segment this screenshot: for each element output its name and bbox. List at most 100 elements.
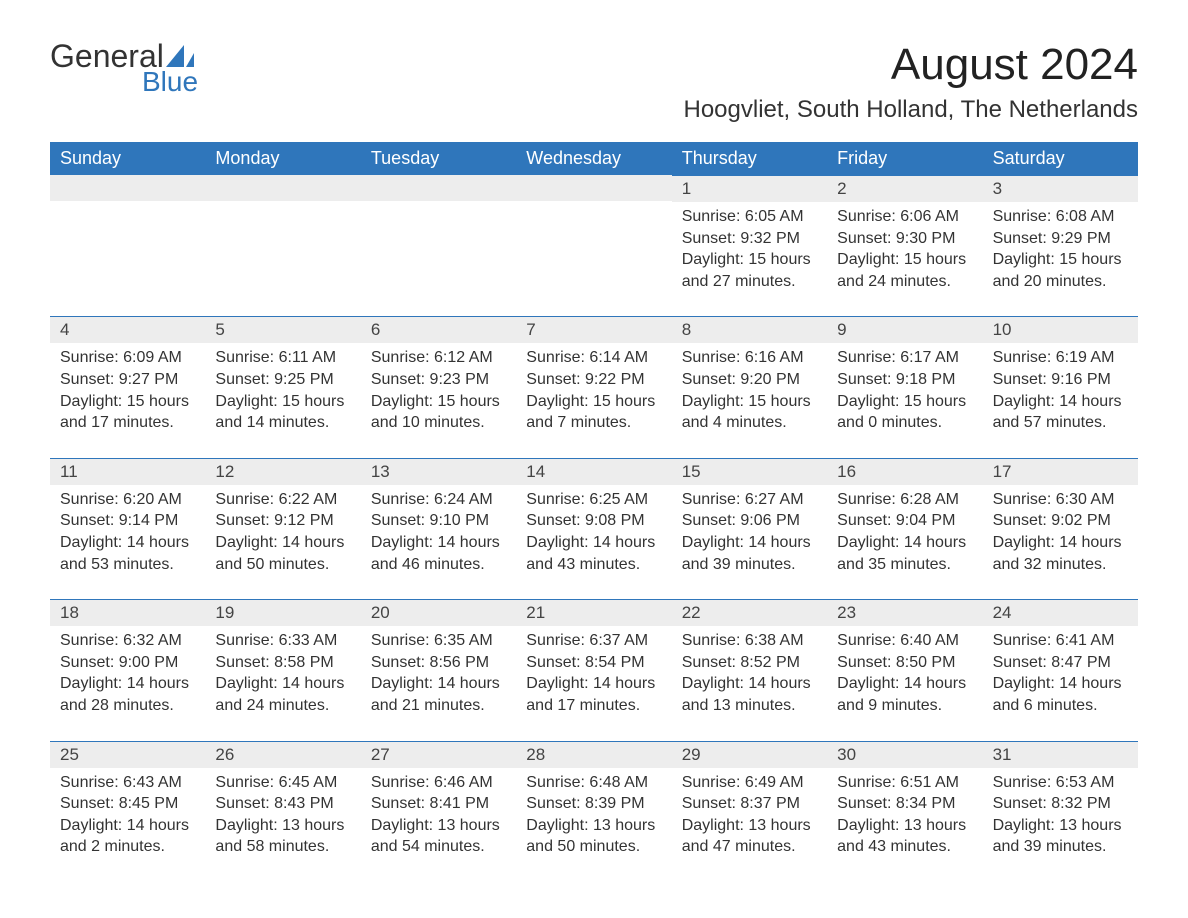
daylight-line2: and 7 minutes. <box>526 412 661 434</box>
daylight-line1: Daylight: 14 hours <box>526 673 661 695</box>
empty-day-bar <box>361 175 516 201</box>
sunrise-line: Sunrise: 6:05 AM <box>682 206 817 228</box>
day-body: Sunrise: 6:11 AMSunset: 9:25 PMDaylight:… <box>205 343 360 439</box>
sunset-line: Sunset: 9:20 PM <box>682 369 817 391</box>
day-number: 16 <box>827 458 982 485</box>
daylight-line2: and 24 minutes. <box>215 695 350 717</box>
day-body: Sunrise: 6:22 AMSunset: 9:12 PMDaylight:… <box>205 485 360 581</box>
day-number: 25 <box>50 741 205 768</box>
day-number: 22 <box>672 599 827 626</box>
sunrise-line: Sunrise: 6:12 AM <box>371 347 506 369</box>
day-body: Sunrise: 6:27 AMSunset: 9:06 PMDaylight:… <box>672 485 827 581</box>
day-cell: 19Sunrise: 6:33 AMSunset: 8:58 PMDayligh… <box>205 599 360 722</box>
day-number: 8 <box>672 316 827 343</box>
day-header-tuesday: Tuesday <box>361 142 516 175</box>
daylight-line1: Daylight: 14 hours <box>682 673 817 695</box>
day-body: Sunrise: 6:24 AMSunset: 9:10 PMDaylight:… <box>361 485 516 581</box>
sunrise-line: Sunrise: 6:40 AM <box>837 630 972 652</box>
day-cell: 15Sunrise: 6:27 AMSunset: 9:06 PMDayligh… <box>672 458 827 581</box>
sunrise-line: Sunrise: 6:51 AM <box>837 772 972 794</box>
day-body: Sunrise: 6:28 AMSunset: 9:04 PMDaylight:… <box>827 485 982 581</box>
sunset-line: Sunset: 9:14 PM <box>60 510 195 532</box>
sunrise-line: Sunrise: 6:38 AM <box>682 630 817 652</box>
daylight-line2: and 35 minutes. <box>837 554 972 576</box>
day-body: Sunrise: 6:40 AMSunset: 8:50 PMDaylight:… <box>827 626 982 722</box>
day-cell: 21Sunrise: 6:37 AMSunset: 8:54 PMDayligh… <box>516 599 671 722</box>
daylight-line1: Daylight: 13 hours <box>371 815 506 837</box>
daylight-line1: Daylight: 14 hours <box>60 673 195 695</box>
daylight-line1: Daylight: 15 hours <box>371 391 506 413</box>
day-body: Sunrise: 6:35 AMSunset: 8:56 PMDaylight:… <box>361 626 516 722</box>
sunrise-line: Sunrise: 6:25 AM <box>526 489 661 511</box>
daylight-line1: Daylight: 15 hours <box>993 249 1128 271</box>
day-body: Sunrise: 6:45 AMSunset: 8:43 PMDaylight:… <box>205 768 360 864</box>
daylight-line1: Daylight: 14 hours <box>682 532 817 554</box>
header: General Blue August 2024 Hoogvliet, Sout… <box>50 40 1138 124</box>
sunset-line: Sunset: 9:12 PM <box>215 510 350 532</box>
sunset-line: Sunset: 9:18 PM <box>837 369 972 391</box>
day-body: Sunrise: 6:06 AMSunset: 9:30 PMDaylight:… <box>827 202 982 298</box>
sunrise-line: Sunrise: 6:09 AM <box>60 347 195 369</box>
daylight-line2: and 39 minutes. <box>993 836 1128 858</box>
sunset-line: Sunset: 8:50 PM <box>837 652 972 674</box>
sunset-line: Sunset: 9:29 PM <box>993 228 1128 250</box>
empty-day-bar <box>50 175 205 201</box>
daylight-line2: and 21 minutes. <box>371 695 506 717</box>
sunrise-line: Sunrise: 6:43 AM <box>60 772 195 794</box>
sunset-line: Sunset: 8:45 PM <box>60 793 195 815</box>
sunset-line: Sunset: 8:47 PM <box>993 652 1128 674</box>
day-number: 26 <box>205 741 360 768</box>
day-body: Sunrise: 6:20 AMSunset: 9:14 PMDaylight:… <box>50 485 205 581</box>
daylight-line2: and 53 minutes. <box>60 554 195 576</box>
weeks-container: 1 Sunrise: 6:05 AMSunset: 9:32 PM Daylight… <box>50 175 1138 864</box>
daylight-line1: Daylight: 13 hours <box>837 815 972 837</box>
week-row: 18Sunrise: 6:32 AMSunset: 9:00 PMDayligh… <box>50 599 1138 722</box>
daylight-line2: and 6 minutes. <box>993 695 1128 717</box>
day-body: Sunrise: 6:19 AMSunset: 9:16 PMDaylight:… <box>983 343 1138 439</box>
day-cell: 17Sunrise: 6:30 AMSunset: 9:02 PMDayligh… <box>983 458 1138 581</box>
day-number: 6 <box>361 316 516 343</box>
day-number: 10 <box>983 316 1138 343</box>
sunrise-line: Sunrise: 6:53 AM <box>993 772 1128 794</box>
day-number: 20 <box>361 599 516 626</box>
day-cell: 1Sunrise: 6:05 AMSunset: 9:32 PMDaylight… <box>672 175 827 298</box>
day-body: Sunrise: 6:33 AMSunset: 8:58 PMDaylight:… <box>205 626 360 722</box>
day-cell: 31 Sunrise: 6:53 AMSunset: 8:32 PMDayligh… <box>983 741 1138 864</box>
day-cell: 28Sunrise: 6:48 AMSunset: 8:39 PMDayligh… <box>516 741 671 864</box>
day-number: 12 <box>205 458 360 485</box>
sunrise-line: Sunrise: 6:41 AM <box>993 630 1128 652</box>
day-body: Sunrise: 6:46 AMSunset: 8:41 PMDaylight:… <box>361 768 516 864</box>
sunset-line: Sunset: 8:32 PM <box>993 793 1128 815</box>
day-cell: 11Sunrise: 6:20 AMSunset: 9:14 PMDayligh… <box>50 458 205 581</box>
day-cell: 24Sunrise: 6:41 AMSunset: 8:47 PMDayligh… <box>983 599 1138 722</box>
sunset-line: Sunset: 9:22 PM <box>526 369 661 391</box>
daylight-line2: and 50 minutes. <box>526 836 661 858</box>
daylight-line2: and 17 minutes. <box>60 412 195 434</box>
sunrise-line: Sunrise: 6:08 AM <box>993 206 1128 228</box>
day-body: Sunrise: 6:49 AMSunset: 8:37 PMDaylight:… <box>672 768 827 864</box>
day-number: 1 <box>672 175 827 202</box>
daylight-line1: Daylight: 14 hours <box>215 673 350 695</box>
day-body: Sunrise: 6:38 AMSunset: 8:52 PMDaylight:… <box>672 626 827 722</box>
day-number: 14 <box>516 458 671 485</box>
day-body: Sunrise: 6:12 AMSunset: 9:23 PMDaylight:… <box>361 343 516 439</box>
day-number: 17 <box>983 458 1138 485</box>
sunset-line: Sunset: 9:27 PM <box>60 369 195 391</box>
sunset-line: Sunset: 9:32 PM <box>682 228 817 250</box>
daylight-line1: Daylight: 14 hours <box>993 673 1128 695</box>
sunrise-line: Sunrise: 6:20 AM <box>60 489 195 511</box>
sunset-line: Sunset: 8:56 PM <box>371 652 506 674</box>
sunset-line: Sunset: 8:52 PM <box>682 652 817 674</box>
day-cell: 29Sunrise: 6:49 AMSunset: 8:37 PMDayligh… <box>672 741 827 864</box>
sunrise-line: Sunrise: 6:17 AM <box>837 347 972 369</box>
daylight-line2: and 10 minutes. <box>371 412 506 434</box>
day-cell: 14Sunrise: 6:25 AMSunset: 9:08 PMDayligh… <box>516 458 671 581</box>
day-cell: 27Sunrise: 6:46 AMSunset: 8:41 PMDayligh… <box>361 741 516 864</box>
day-number: 18 <box>50 599 205 626</box>
day-cell <box>205 175 360 298</box>
day-body: Sunrise: 6:41 AMSunset: 8:47 PMDaylight:… <box>983 626 1138 722</box>
day-number: 31 <box>983 741 1138 768</box>
daylight-line1: Daylight: 14 hours <box>60 532 195 554</box>
day-number: 11 <box>50 458 205 485</box>
daylight-line1: Daylight: 13 hours <box>993 815 1128 837</box>
